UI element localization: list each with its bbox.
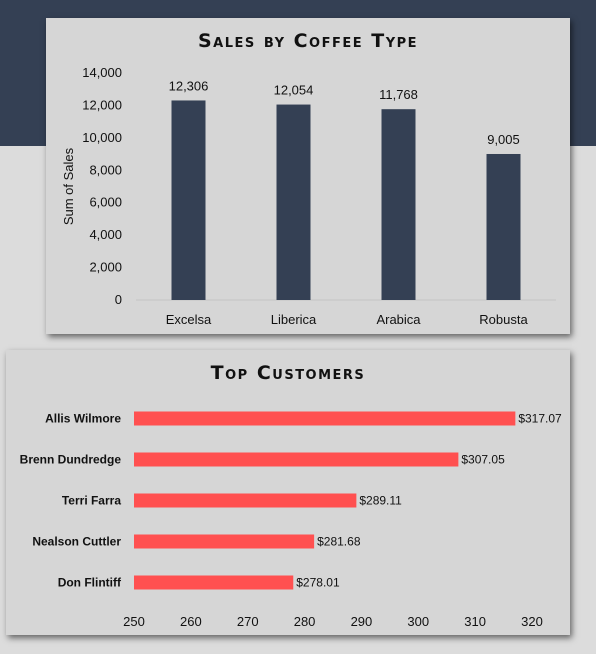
sales-by-coffee-type-chart: Sales by Coffee Type Sum of Sales 0 2,000…	[46, 18, 570, 334]
data-label: $281.68	[317, 535, 361, 549]
chart-title: Sales by Coffee Type	[197, 30, 419, 52]
data-label: $307.05	[461, 453, 505, 467]
x-tick-label: 250	[123, 614, 145, 629]
y-tick-label: 12,000	[82, 97, 122, 112]
y-tick-label: 6,000	[89, 195, 122, 210]
data-label: 12,054	[274, 83, 314, 98]
category-label: Terri Farra	[62, 494, 121, 508]
y-tick-label: 0	[115, 292, 122, 307]
bar-excelsa	[171, 100, 206, 300]
data-label: $278.01	[296, 576, 340, 590]
x-tick-label: 300	[407, 614, 429, 629]
data-label: $289.11	[359, 494, 402, 508]
bar-liberica	[276, 104, 311, 300]
x-tick-label: Robusta	[479, 312, 528, 327]
y-tick-label: 2,000	[89, 260, 122, 275]
x-tick-label: Arabica	[376, 312, 421, 327]
y-axis-label: Sum of Sales	[61, 147, 76, 225]
y-tick-label: 10,000	[82, 130, 122, 145]
y-tick-label: 8,000	[89, 162, 122, 177]
category-label: Nealson Cuttler	[32, 535, 121, 549]
y-tick-label: 14,000	[82, 65, 122, 80]
x-tick-label: 320	[521, 614, 543, 629]
x-tick-label: 260	[180, 614, 202, 629]
top-customers-chart: Top Customers Allis Wilmore $317.07 Brenn …	[6, 350, 570, 635]
x-tick-label: Excelsa	[166, 312, 212, 327]
bar-robusta	[486, 153, 521, 300]
chart-title: Top Customers	[210, 362, 366, 384]
x-tick-label: 310	[464, 614, 486, 629]
data-label: 9,005	[487, 132, 520, 147]
category-label: Don Flintiff	[58, 576, 122, 590]
coffee-bar-chart-svg: Sum of Sales 0 2,000 4,000 6,000 8,000 10,000…	[61, 65, 556, 327]
y-tick-label: 4,000	[89, 227, 122, 242]
x-tick-label: 270	[237, 614, 259, 629]
data-label: 12,306	[169, 78, 209, 93]
bar-terri-farra	[134, 493, 357, 508]
bar-don-flintiff	[134, 575, 294, 590]
x-tick-label: 280	[294, 614, 316, 629]
category-label: Allis Wilmore	[45, 412, 121, 426]
bar-arabica	[381, 109, 416, 301]
x-tick-label: Liberica	[271, 312, 317, 327]
category-label: Brenn Dundredge	[20, 453, 122, 467]
customers-bar-chart-svg: Allis Wilmore $317.07 Brenn Dundredge $307.…	[20, 411, 562, 629]
data-label: $317.07	[518, 412, 562, 426]
x-tick-label: 290	[351, 614, 373, 629]
data-label: 11,768	[379, 87, 418, 102]
bar-nealson-cuttler	[134, 534, 315, 549]
bar-brenn-dundredge	[134, 452, 459, 467]
bar-allis-wilmore	[134, 411, 516, 426]
